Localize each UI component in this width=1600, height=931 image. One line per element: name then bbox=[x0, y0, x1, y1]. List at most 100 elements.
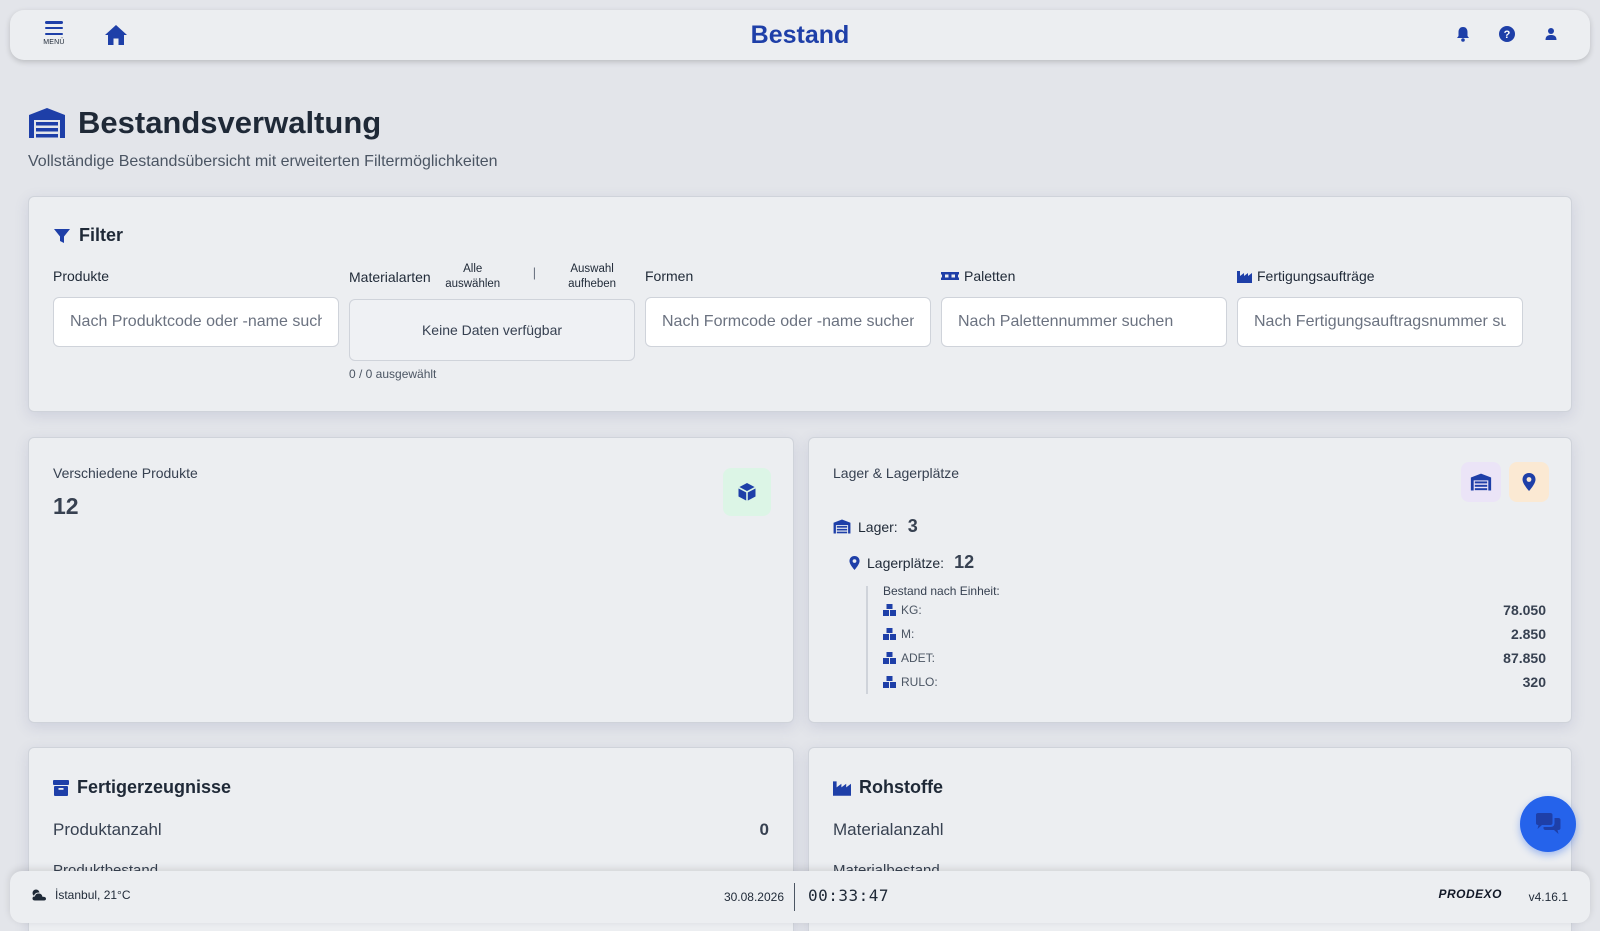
distinct-products-card: Verschiedene Produkte 12 bbox=[28, 437, 794, 723]
app-version: v4.16.1 bbox=[1528, 890, 1568, 904]
current-date: 30.08.2026 bbox=[723, 890, 784, 904]
bell-icon[interactable] bbox=[1454, 25, 1472, 43]
brand-name: PRODEXO bbox=[1438, 887, 1502, 901]
weather-text: İstanbul, 21°C bbox=[55, 888, 131, 902]
app-title: Bestand bbox=[750, 21, 850, 49]
products-search-input[interactable] bbox=[53, 297, 339, 347]
materials-action-separator: | bbox=[532, 264, 537, 280]
box-icon bbox=[738, 483, 756, 501]
products-filter: Produkte bbox=[53, 267, 339, 347]
clear-selection-button[interactable]: Auswahl aufheben bbox=[568, 263, 617, 290]
pallets-search-input[interactable] bbox=[941, 297, 1227, 347]
materials-list: Keine Daten verfügbar bbox=[349, 299, 635, 361]
distinct-products-label: Verschiedene Produkte bbox=[53, 465, 198, 481]
brand-logo: PRODEXO bbox=[1438, 887, 1502, 901]
map-pin-icon bbox=[1522, 473, 1536, 491]
hamburger-icon bbox=[45, 21, 63, 35]
pallets-filter-heading: Paletten bbox=[941, 267, 1227, 285]
current-time: 00:33:47 bbox=[808, 886, 890, 905]
pallets-filter: Paletten bbox=[941, 267, 1227, 347]
page-header: Bestandsverwaltung Vollständige Bestands… bbox=[28, 105, 498, 171]
finished-goods-heading: Fertigerzeugnisse bbox=[53, 777, 231, 798]
weather-widget: İstanbul, 21°C bbox=[30, 888, 131, 902]
boxes-icon bbox=[883, 652, 896, 664]
select-all-button[interactable]: Alle auswählen bbox=[445, 263, 501, 290]
top-navigation-bar: MENÜ Bestand ? bbox=[10, 10, 1590, 60]
factory-icon bbox=[833, 780, 851, 796]
chat-bubbles-icon bbox=[1536, 813, 1561, 834]
orders-filter-heading: Fertigungsaufträge bbox=[1237, 267, 1523, 285]
unit-row-m: M: 2.850 bbox=[883, 622, 1546, 646]
products-icon-tile bbox=[723, 468, 771, 516]
material-count-label: Materialanzahl bbox=[833, 820, 944, 839]
unit-value: 2.850 bbox=[1510, 626, 1546, 642]
raw-materials-heading: Rohstoffe bbox=[833, 777, 943, 798]
help-icon[interactable]: ? bbox=[1498, 25, 1516, 43]
warehouse-icon-tile bbox=[1461, 462, 1501, 502]
finished-goods-title: Fertigerzeugnisse bbox=[77, 777, 232, 797]
factory-icon bbox=[1237, 270, 1252, 283]
materials-selected-count: 0 / 0 ausgewählt bbox=[349, 367, 437, 381]
forms-filter-label: Formen bbox=[645, 268, 694, 284]
warehouse-icon bbox=[1470, 473, 1492, 491]
product-count-value: 0 bbox=[759, 820, 769, 839]
forms-search-input[interactable] bbox=[645, 297, 931, 347]
partly-cloudy-icon bbox=[31, 889, 48, 902]
svg-text:?: ? bbox=[1504, 29, 1511, 41]
warehouse-card: Lager & Lagerplätze Lager: 3 Lagerplätze… bbox=[808, 437, 1572, 723]
unit-value: 87.850 bbox=[1503, 650, 1546, 666]
pallet-icon bbox=[941, 272, 959, 280]
product-count-label: Produktanzahl bbox=[53, 820, 162, 839]
materials-filter: Materialarten Alle auswählen | Auswahl a… bbox=[349, 263, 635, 381]
map-pin-icon bbox=[849, 555, 860, 570]
unit-value: 78.050 bbox=[1503, 602, 1546, 618]
warehouse-icon bbox=[29, 108, 65, 138]
products-filter-label: Produkte bbox=[53, 268, 110, 284]
pallets-filter-label: Paletten bbox=[964, 268, 1016, 284]
orders-search-input[interactable] bbox=[1237, 297, 1523, 347]
menu-label: MENÜ bbox=[43, 39, 65, 46]
menu-button[interactable]: MENÜ bbox=[40, 19, 68, 53]
location-icon-tile bbox=[1509, 462, 1549, 502]
unit-row-rulo: RULO: 320 bbox=[883, 670, 1546, 694]
filter-panel: Filter Produkte Materialarten Alle auswä… bbox=[28, 196, 1572, 412]
forms-filter: Formen bbox=[645, 267, 931, 347]
stock-by-unit-title: Bestand nach Einheit: bbox=[883, 584, 1000, 598]
unit-name: M: bbox=[901, 627, 915, 641]
unit-name: ADET: bbox=[901, 651, 936, 665]
raw-materials-title: Rohstoffe bbox=[859, 777, 943, 797]
unit-name: KG: bbox=[901, 603, 922, 617]
filter-heading: Filter bbox=[53, 225, 123, 246]
unit-value: 320 bbox=[1522, 674, 1546, 690]
boxes-icon bbox=[883, 628, 896, 640]
orders-filter: Fertigungsaufträge bbox=[1237, 267, 1523, 347]
distinct-products-value: 12 bbox=[53, 493, 79, 519]
storage-places-value: 12 bbox=[954, 552, 975, 572]
storage-places-row: Lagerplätze: 12 bbox=[849, 552, 974, 573]
footer-divider bbox=[794, 883, 795, 911]
home-icon[interactable] bbox=[104, 24, 128, 46]
warehouse-count-row: Lager: 3 bbox=[833, 516, 918, 537]
user-icon[interactable] bbox=[1542, 25, 1560, 43]
package-icon bbox=[53, 779, 69, 796]
product-count-row: Produktanzahl 0 bbox=[53, 820, 769, 840]
warehouse-count-value: 3 bbox=[907, 516, 918, 536]
unit-row-kg: KG: 78.050 bbox=[883, 598, 1546, 622]
funnel-icon bbox=[54, 228, 70, 243]
page-title: Bestandsverwaltung bbox=[78, 105, 382, 140]
storage-places-label: Lagerplätze: bbox=[867, 554, 945, 571]
chat-button[interactable] bbox=[1520, 796, 1576, 852]
material-count-row: Materialanzahl bbox=[833, 820, 1547, 840]
page-subtitle: Vollständige Bestandsübersicht mit erwei… bbox=[28, 153, 498, 170]
status-footer: İstanbul, 21°C 30.08.2026 00:33:47 PRODE… bbox=[10, 871, 1590, 923]
filter-title: Filter bbox=[79, 225, 124, 245]
boxes-icon bbox=[883, 604, 896, 616]
stock-by-unit: Bestand nach Einheit: KG: 78.050 M: 2.85… bbox=[866, 584, 1546, 694]
materials-filter-label: Materialarten bbox=[349, 269, 431, 285]
orders-filter-label: Fertigungsaufträge bbox=[1257, 268, 1375, 284]
boxes-icon bbox=[883, 676, 896, 688]
unit-row-adet: ADET: 87.850 bbox=[883, 646, 1546, 670]
unit-name: RULO: bbox=[901, 675, 938, 689]
warehouse-card-label: Lager & Lagerplätze bbox=[833, 465, 960, 481]
warehouse-icon bbox=[833, 519, 851, 534]
